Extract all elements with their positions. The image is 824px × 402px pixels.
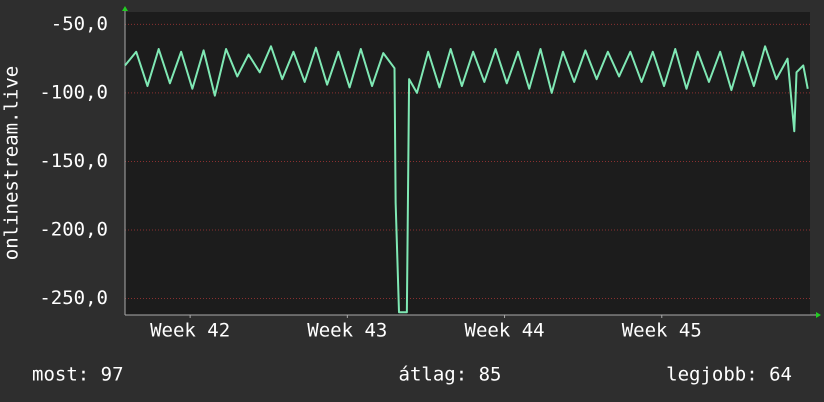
y-tick-label: -150,0 [39, 150, 108, 172]
y-axis-label: onlinestream.live [1, 66, 23, 260]
axis-arrow [816, 312, 821, 318]
y-tick-label: -100,0 [39, 81, 108, 103]
x-tick-label: Week 44 [465, 320, 545, 342]
y-tick-label: -200,0 [39, 218, 108, 240]
x-tick-label: Week 45 [622, 320, 702, 342]
plot-area [125, 12, 810, 315]
data-line [124, 45, 809, 314]
y-tick-label: -250,0 [39, 287, 108, 309]
x-tick-label: Week 42 [150, 320, 230, 342]
x-tick-label: Week 43 [307, 320, 387, 342]
axis-arrow [122, 6, 128, 11]
legend-stat: átlag: 85 [399, 364, 502, 386]
legend-stat: legjobb: 64 [666, 364, 792, 386]
legend-stat: most: 97 [32, 364, 124, 386]
y-tick-label: -50,0 [51, 13, 108, 35]
